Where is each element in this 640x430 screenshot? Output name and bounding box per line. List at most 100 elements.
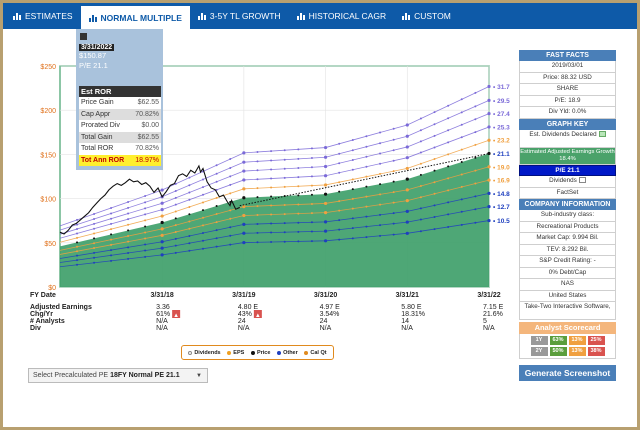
pe-node [405, 145, 409, 149]
company-info: United States [519, 290, 616, 302]
pe-dot [174, 237, 177, 240]
pe-dot [297, 148, 300, 151]
legend-other[interactable]: Other [277, 350, 298, 356]
pe-dot [256, 231, 259, 234]
y-tick-label: $50 [44, 241, 56, 248]
pe-dot [474, 169, 477, 172]
pe-dot [460, 161, 463, 164]
pe-dot [392, 222, 395, 225]
pe-dot [270, 177, 273, 180]
legend-eps[interactable]: EPS [227, 350, 244, 356]
pe-dot [229, 234, 232, 237]
pe-dot [256, 160, 259, 163]
tab-normal-multiple[interactable]: NORMAL MULTIPLE [80, 6, 190, 29]
warning-icon [172, 310, 181, 318]
pe-dot [93, 256, 96, 259]
price-line [59, 164, 240, 235]
pe-select-value: 18FY Normal PE 21.1 [110, 372, 180, 379]
pe-dot [474, 131, 477, 134]
legend-price[interactable]: Price [250, 350, 270, 356]
pe-dot [144, 207, 147, 210]
pe-dot [419, 218, 422, 221]
pe-dot [270, 195, 273, 198]
pe-dot [365, 185, 368, 188]
pe-dot [256, 178, 259, 181]
scorecard-cell: 1Y [530, 336, 548, 345]
checkbox-icon[interactable] [578, 177, 586, 184]
pe-select-dropdown[interactable]: Select Precalculated PE 18FY Normal PE 2… [28, 368, 208, 383]
table-chg: 21.6% [483, 311, 503, 318]
analyst-scorecard: 1Y 63% 13% 25% 2Y 50% 13% 38% [519, 334, 616, 359]
graph-key-est-div[interactable]: Est. Dividends Declared [519, 129, 616, 148]
pe-dot [338, 209, 341, 212]
tooltip-ror-box: Est ROR Price Gain $62.55 Cap Appr 70.82% … [79, 86, 161, 166]
tab-historical-cagr[interactable]: HISTORICAL CAGR [289, 3, 394, 29]
pe-dot [110, 212, 113, 215]
generate-screenshot-button[interactable]: Generate Screenshot [519, 365, 616, 381]
pe-node [160, 240, 164, 244]
tab-estimates[interactable]: ESTIMATES [5, 3, 81, 29]
pe-dot [144, 231, 147, 234]
pe-node [160, 214, 164, 218]
pe-node [323, 211, 328, 215]
pe-multiple-label: • 27.4 [493, 111, 510, 118]
pe-dot [474, 156, 477, 159]
pe-select-prefix: Select Precalculated PE [33, 372, 109, 379]
pe-multiple-label: • 12.7 [493, 204, 510, 211]
scorecard-row: 1Y 63% 13% 25% [526, 336, 609, 345]
pe-dot [433, 204, 436, 207]
pe-dot [256, 196, 259, 199]
pe-dot [419, 140, 422, 143]
legend-swatch [277, 350, 282, 355]
pe-dot [474, 221, 477, 224]
pe-dot [127, 206, 130, 209]
pe-dot [76, 228, 79, 231]
graph-key-pe[interactable]: P/E 21.1 [519, 164, 616, 176]
pe-dot [447, 104, 450, 107]
pe-node [487, 138, 491, 142]
bar-chart-icon [296, 12, 306, 20]
pe-node [487, 112, 491, 116]
pe-dot [127, 218, 130, 221]
pe-multiple-label: • 23.2 [493, 138, 510, 145]
pe-dot [460, 173, 463, 176]
pe-node [487, 125, 491, 129]
pe-dot [229, 217, 232, 220]
tab-bar: ESTIMATES NORMAL MULTIPLE 3-5Y TL GROWTH… [3, 3, 637, 29]
legend-swatch [250, 350, 255, 355]
y-tick-label: $200 [40, 108, 56, 115]
pe-dot [338, 228, 341, 231]
pe-dot [127, 212, 130, 215]
tab-custom[interactable]: CUSTOM [394, 3, 459, 29]
checkbox-icon[interactable] [598, 130, 606, 137]
y-tick-label: $150 [40, 152, 56, 159]
tooltip-row: Prorated Div $0.00 [81, 122, 159, 130]
tooltip-close-icon[interactable] [80, 33, 87, 40]
pe-dot [188, 249, 191, 252]
pe-dot [310, 221, 313, 224]
pe-dot [392, 201, 395, 204]
pe-node [487, 205, 491, 209]
tab-label: 3-5Y TL GROWTH [209, 11, 281, 21]
pe-dot [202, 201, 204, 204]
chevron-down-icon: ▼ [196, 372, 202, 379]
pe-dot [215, 245, 218, 248]
legend-dividends[interactable]: Dividends [188, 350, 221, 356]
pe-dot [202, 216, 204, 219]
scorecard-cell: 50% [549, 347, 567, 356]
pe-dot [174, 251, 177, 254]
pe-dot [270, 168, 273, 171]
pe-dot [310, 184, 313, 187]
pe-dot [188, 184, 191, 187]
pe-dot [93, 212, 96, 215]
pe-dot [474, 182, 477, 185]
pe-dot [310, 212, 313, 215]
graph-key-earnings-growth[interactable]: Estimated Adjusted Earnings Growth 18.4% [519, 147, 616, 165]
pe-dot [419, 230, 422, 233]
tab-growth[interactable]: 3-5Y TL GROWTH [190, 3, 289, 29]
pe-dot [447, 189, 450, 192]
legend-cal-qt[interactable]: Cal Qt [304, 350, 327, 356]
pe-dot [256, 150, 259, 153]
pe-dot [365, 145, 368, 148]
graph-key-dividends[interactable]: Dividends [519, 176, 616, 188]
